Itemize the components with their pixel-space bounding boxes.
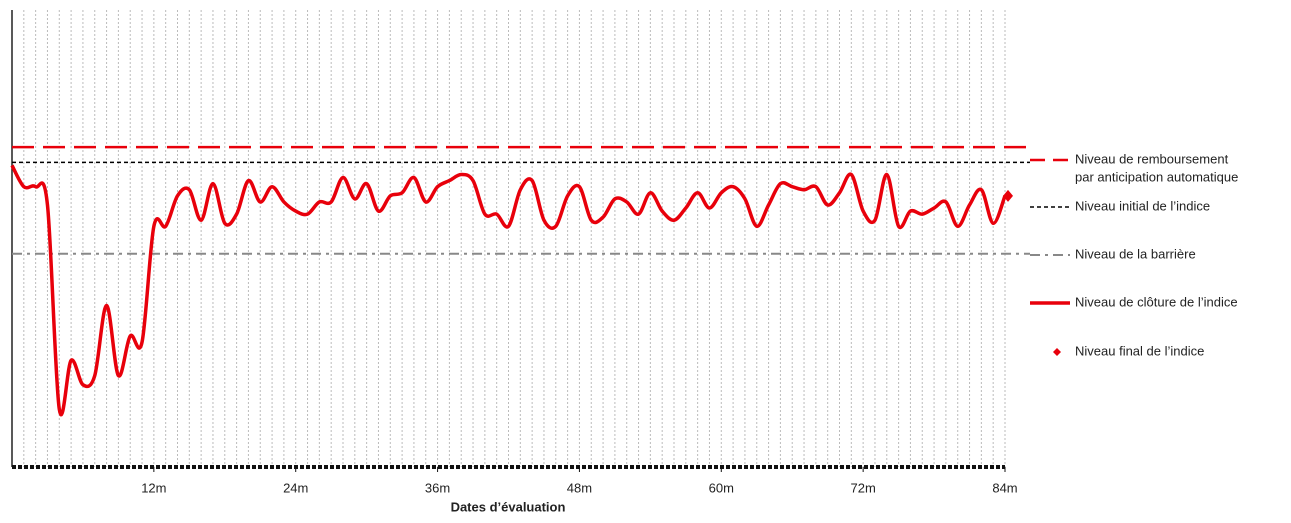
- legend-symbol: [1053, 348, 1061, 356]
- x-axis-label: Dates d’évaluation: [451, 499, 566, 514]
- legend-label: Niveau de la barrière: [1075, 246, 1196, 261]
- x-tick-label: 36m: [425, 480, 450, 495]
- x-tick-label: 24m: [283, 480, 308, 495]
- final-marker: [1003, 189, 1013, 202]
- legend-label: Niveau de clôture de l’indice: [1075, 294, 1238, 309]
- x-tick-label: 84m: [992, 480, 1017, 495]
- close-line: [10, 164, 1007, 417]
- legend-label: par anticipation automatique: [1075, 169, 1238, 184]
- x-tick-label: 12m: [141, 480, 166, 495]
- x-tick-label: 60m: [709, 480, 734, 495]
- legend-label: Niveau de remboursement: [1075, 151, 1229, 166]
- legend-label: Niveau initial de l’indice: [1075, 198, 1210, 213]
- x-tick-label: 48m: [567, 480, 592, 495]
- x-tick-label: 72m: [850, 480, 875, 495]
- legend-label: Niveau final de l’indice: [1075, 343, 1204, 358]
